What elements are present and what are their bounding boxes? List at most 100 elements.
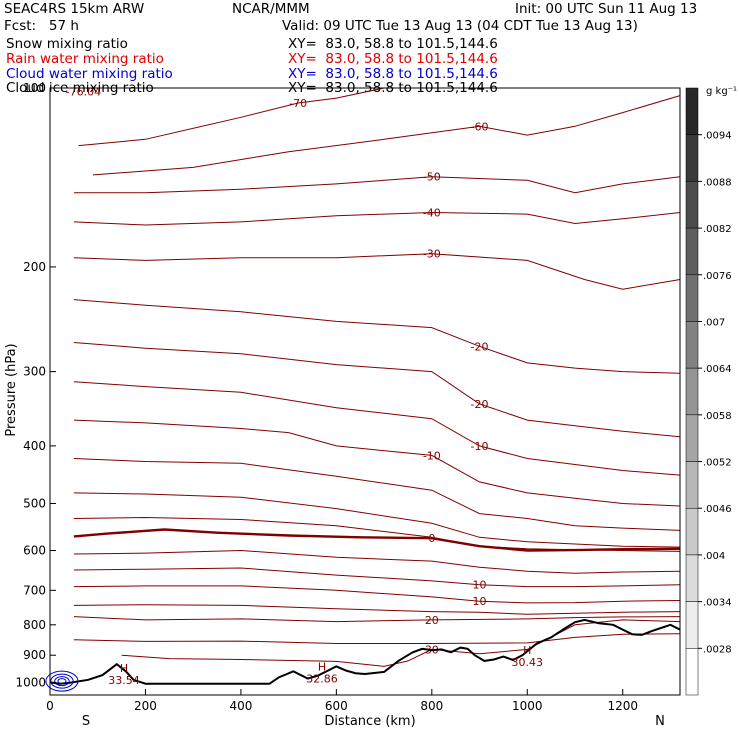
colorbar-swatch bbox=[685, 507, 699, 556]
colorbar-tick-label: .0064 bbox=[703, 364, 732, 375]
contour-annotation: H 32.86 bbox=[306, 661, 338, 686]
y-tick-label: 600 bbox=[23, 544, 46, 558]
colorbar-tick-label: .004 bbox=[703, 551, 725, 562]
colorbar-tick-label: .0088 bbox=[703, 177, 732, 188]
plot-frame bbox=[49, 87, 681, 696]
colorbar-tick-label: .0058 bbox=[703, 411, 732, 422]
y-tick-label: 500 bbox=[23, 496, 46, 510]
temperature-contour-label: -40 bbox=[423, 207, 441, 220]
colorbar-swatch bbox=[685, 227, 699, 276]
cloud-water-contours bbox=[45, 670, 79, 692]
temperature-contour-line bbox=[73, 381, 681, 476]
temperature-contour-label: 10 bbox=[473, 579, 487, 592]
forecast-hour: Fcst: 57 h bbox=[4, 18, 79, 34]
temperature-contour-line bbox=[73, 458, 681, 531]
x-tick-label: 1200 bbox=[607, 699, 638, 713]
x-tick-label: 800 bbox=[420, 699, 443, 713]
colorbar-swatch bbox=[685, 367, 699, 416]
temperature-contour-label: -60 bbox=[471, 120, 489, 133]
terrain-line bbox=[49, 618, 681, 685]
colorbar-tick-label: .0052 bbox=[703, 458, 732, 469]
colorbar-swatch bbox=[685, 87, 699, 135]
temperature-contour-line bbox=[73, 419, 681, 507]
cloud-water-contour bbox=[50, 673, 74, 689]
y-axis: 100 200 300 400 500 600 700 800 900 1000 bbox=[15, 81, 56, 689]
temperature-contour-line bbox=[73, 211, 681, 226]
colorbar-swatch bbox=[685, 414, 699, 462]
temperature-contour-label: -50 bbox=[423, 171, 441, 184]
colorbar-tick-label: .0034 bbox=[703, 598, 732, 609]
temperature-contour-line bbox=[121, 619, 681, 667]
x-axis: 0 200 400 600 800 1000 1200 bbox=[46, 689, 638, 713]
y-tick-label: 400 bbox=[23, 439, 46, 453]
temperature-contour-line bbox=[73, 633, 681, 644]
y-tick-label: 900 bbox=[23, 648, 46, 662]
temperature-contour-label: -70 bbox=[289, 97, 307, 110]
model-title: SEAC4RS 15km ARW bbox=[4, 1, 145, 17]
temperature-contour-line bbox=[73, 549, 681, 574]
field-name-snow: Snow mixing ratio bbox=[6, 36, 128, 52]
field-name-cloud-water: Cloud water mixing ratio bbox=[6, 66, 173, 82]
y-tick-label: 300 bbox=[23, 365, 46, 379]
colorbar-swatch bbox=[685, 461, 699, 509]
temperature-contour-label: 20 bbox=[425, 614, 439, 627]
field-name-rain: Rain water mixing ratio bbox=[6, 51, 164, 67]
temperature-contour-line bbox=[73, 299, 681, 374]
colorbar-swatch bbox=[685, 181, 699, 229]
y-tick-label: 200 bbox=[23, 260, 46, 274]
colorbar-tick-label: .0076 bbox=[703, 271, 732, 282]
temperature-contour-line bbox=[73, 253, 681, 290]
temperature-contour-line bbox=[73, 604, 681, 615]
colorbar-swatch bbox=[685, 321, 699, 369]
cloud-water-contour bbox=[54, 676, 70, 687]
cloud-water-contour bbox=[57, 678, 67, 685]
colorbar-swatch bbox=[685, 274, 699, 322]
plot-annotations: -76.04 H 33.54 H 32.86 H 30.43 bbox=[66, 86, 543, 687]
temperature-contour-label: -20 bbox=[471, 398, 489, 411]
center-label: NCAR/MMM bbox=[232, 1, 310, 17]
contour-annotation: H 30.43 bbox=[512, 644, 544, 669]
temperature-contour-line bbox=[73, 492, 681, 548]
x-tick-label: 400 bbox=[229, 699, 252, 713]
field-xy-snow: XY= 83.0, 58.8 to 101.5,144.6 bbox=[288, 36, 498, 52]
temperature-contour-line bbox=[92, 95, 681, 176]
x-end-label-north: N bbox=[655, 714, 665, 729]
x-axis-label: Distance (km) bbox=[324, 714, 415, 729]
x-tick-label: 600 bbox=[325, 699, 348, 713]
temperature-contour-line bbox=[73, 342, 681, 438]
y-tick-label: 800 bbox=[23, 618, 46, 632]
y-tick-label: 700 bbox=[23, 583, 46, 597]
colorbar-tick-label: .0082 bbox=[703, 224, 732, 235]
colorbar: .0094 .0088 .0082 .0076 .007 .0064 .0058 .0052.… bbox=[685, 87, 732, 696]
colorbar-unit: g kg⁻¹ bbox=[706, 86, 737, 97]
temperature-contour-line bbox=[73, 528, 681, 552]
temperature-contour-label: -10 bbox=[423, 449, 441, 462]
colorbar-swatch bbox=[685, 554, 699, 602]
cloud-water-contour bbox=[45, 670, 79, 692]
field-xy-cloud-water: XY= 83.0, 58.8 to 101.5,144.6 bbox=[288, 66, 498, 82]
temperature-contour-line bbox=[73, 567, 681, 588]
temperature-contour-label: -10 bbox=[471, 440, 489, 453]
contour-annotation: -76.04 bbox=[66, 86, 101, 99]
init-time: Init: 00 UTC Sun 11 Aug 13 bbox=[515, 1, 698, 17]
temperature-contour-line bbox=[73, 585, 681, 604]
temperature-contour-label: 0 bbox=[428, 532, 435, 545]
y-axis-label: Pressure (hPa) bbox=[4, 343, 19, 436]
temperature-contour-line bbox=[73, 516, 681, 552]
colorbar-swatch bbox=[685, 648, 699, 696]
colorbar-swatch bbox=[685, 134, 699, 182]
colorbar-tick-label: .0094 bbox=[703, 131, 732, 142]
colorbar-swatch bbox=[685, 601, 699, 649]
x-tick-label: 200 bbox=[134, 699, 157, 713]
contour-annotation: H 33.54 bbox=[108, 662, 140, 687]
y-tick-label: 1000 bbox=[15, 675, 46, 689]
valid-time: Valid: 09 UTC Tue 13 Aug 13 (04 CDT Tue … bbox=[282, 18, 638, 34]
temperature-contour-line bbox=[73, 616, 681, 623]
field-xy-rain: XY= 83.0, 58.8 to 101.5,144.6 bbox=[288, 51, 498, 67]
terrain-profile bbox=[49, 618, 681, 685]
colorbar-tick-label: .007 bbox=[703, 317, 725, 328]
colorbar-tick-label: .0028 bbox=[703, 644, 732, 655]
x-tick-label: 1000 bbox=[512, 699, 543, 713]
